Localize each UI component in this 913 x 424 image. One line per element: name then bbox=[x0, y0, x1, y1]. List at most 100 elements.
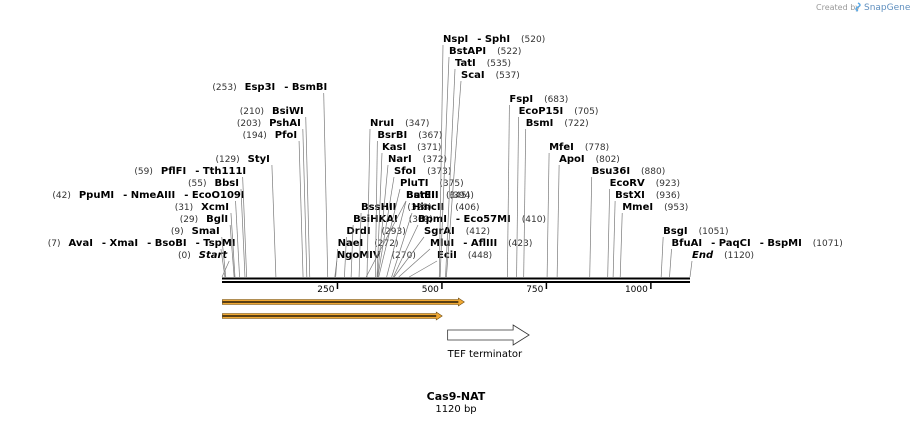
enzyme-name: NruI bbox=[370, 118, 394, 129]
enzyme-name: DrdI bbox=[346, 226, 370, 237]
enzyme-name: Start bbox=[199, 250, 229, 261]
site-pluti[interactable]: PluTI (375) bbox=[378, 178, 464, 278]
tick-label: 750 bbox=[526, 285, 543, 295]
site-connector bbox=[271, 164, 277, 278]
site-avai[interactable]: (7) AvaI - XmaI - BsoBI - TspMI bbox=[48, 238, 236, 278]
enzyme-name: - Tth111I bbox=[195, 166, 246, 177]
enzyme-name: FspI bbox=[509, 94, 533, 105]
tef-terminator-label: TEF terminator bbox=[447, 349, 523, 360]
site-connector bbox=[669, 248, 672, 278]
site-sgrai[interactable]: SgrAI (412) bbox=[393, 226, 490, 278]
site-bfuai[interactable]: BfuAI - PaqCI - BspMI (1071) bbox=[669, 238, 843, 278]
site-bstxi[interactable]: BstXI (936) bbox=[612, 190, 680, 278]
site-banii[interactable]: BanII (345) bbox=[365, 190, 470, 278]
enzyme-name: - EcoO109I bbox=[184, 190, 244, 201]
site-position: (347) bbox=[405, 119, 429, 129]
site-smai[interactable]: (9) SmaI bbox=[171, 226, 227, 278]
site-end[interactable]: End (1120) bbox=[689, 250, 754, 278]
enzyme-name: MmeI bbox=[622, 202, 653, 213]
enzyme-name: SmaI bbox=[192, 226, 220, 237]
site-bsu36i[interactable]: Bsu36I (880) bbox=[589, 166, 666, 278]
site-hincii[interactable]: HincII (406) bbox=[391, 202, 480, 278]
site-nrui[interactable]: NruI (347) bbox=[366, 118, 429, 278]
enzyme-name: PshAI bbox=[269, 118, 301, 129]
enzyme-name: - AflIII bbox=[463, 238, 497, 249]
site-position: (923) bbox=[656, 179, 680, 189]
site-mlui[interactable]: MluI - AflIII (423) bbox=[398, 238, 533, 278]
site-nspi[interactable]: NspI - SphI (520) bbox=[438, 34, 545, 278]
site-connector bbox=[445, 68, 456, 278]
site-bsihkai[interactable]: BsiHKAI (309) bbox=[350, 214, 433, 278]
site-position: (880) bbox=[641, 167, 665, 177]
site-bsrbi[interactable]: BsrBI (367) bbox=[375, 130, 442, 278]
site-ecop15i[interactable]: EcoP15I (705) bbox=[516, 106, 599, 278]
site-start[interactable]: (0) Start bbox=[178, 250, 230, 278]
site-position: (328) bbox=[407, 203, 431, 213]
site-position: (1051) bbox=[699, 227, 729, 237]
site-sfoi[interactable]: SfoI (373) bbox=[377, 166, 451, 278]
site-ecii[interactable]: EciI (448) bbox=[409, 250, 492, 278]
enzyme-name: EciI bbox=[437, 250, 457, 261]
enzyme-name: AvaI bbox=[69, 238, 93, 249]
site-position: (683) bbox=[544, 95, 568, 105]
enzyme-name: PfoI bbox=[275, 130, 297, 141]
site-bsmi[interactable]: BsmI (722) bbox=[523, 118, 589, 278]
map-title: Cas9-NAT bbox=[427, 390, 486, 403]
enzyme-name: BanII bbox=[406, 190, 435, 201]
site-connector bbox=[398, 248, 431, 278]
site-nari[interactable]: NarI (372) bbox=[377, 154, 447, 278]
site-bsiwi[interactable]: (210) BsiWI bbox=[240, 106, 311, 278]
site-connector bbox=[393, 236, 425, 278]
enzyme-name: BglI bbox=[206, 214, 228, 225]
site-connector bbox=[589, 176, 593, 278]
site-bbsi[interactable]: (55) BbsI bbox=[188, 178, 246, 278]
enzyme-name: BsgI bbox=[663, 226, 687, 237]
enzyme-name: Esp3I bbox=[245, 82, 276, 93]
site-bstapi[interactable]: BstAPI (522) bbox=[439, 46, 521, 278]
snapgene-brand: SnapGene bbox=[864, 3, 911, 13]
site-fspi[interactable]: FspI (683) bbox=[507, 94, 568, 278]
tef-terminator-arrow bbox=[447, 324, 530, 346]
enzyme-name: SgrAI bbox=[424, 226, 455, 237]
enzyme-name: - PaqCI bbox=[711, 238, 751, 249]
site-xcmi[interactable]: (31) XcmI bbox=[175, 202, 236, 278]
site-pfoi[interactable]: (194) PfoI bbox=[243, 130, 304, 278]
site-scai[interactable]: ScaI (537) bbox=[446, 70, 520, 278]
site-mmei[interactable]: MmeI (953) bbox=[619, 202, 688, 278]
site-bsteii[interactable]: BstEII (394) bbox=[386, 190, 474, 278]
site-bgli[interactable]: (29) BglI bbox=[180, 214, 235, 278]
site-position: (412) bbox=[466, 227, 490, 237]
site-ppumi[interactable]: (42) PpuMI - NmeAIII - EcoO109I bbox=[52, 190, 245, 278]
site-connector bbox=[546, 152, 550, 278]
enzyme-name: MfeI bbox=[549, 142, 574, 153]
site-mfei[interactable]: MfeI (778) bbox=[546, 142, 609, 278]
site-ecorv[interactable]: EcoRV (923) bbox=[607, 178, 680, 278]
site-bsgi[interactable]: BsgI (1051) bbox=[660, 226, 729, 278]
enzyme-name: HincII bbox=[412, 202, 444, 213]
site-position: (210) bbox=[240, 107, 264, 117]
site-pshai[interactable]: (203) PshAI bbox=[237, 118, 308, 278]
site-position: (372) bbox=[423, 155, 447, 165]
site-connector bbox=[358, 212, 362, 278]
site-position: (373) bbox=[427, 167, 451, 177]
site-connector bbox=[523, 128, 527, 278]
enzyme-name: BstXI bbox=[615, 190, 645, 201]
site-drdi[interactable]: DrdI (293) bbox=[344, 226, 406, 278]
enzyme-name: BsrBI bbox=[377, 130, 407, 141]
site-position: (375) bbox=[439, 179, 463, 189]
site-kasi[interactable]: KasI (371) bbox=[376, 142, 441, 278]
site-bpmi[interactable]: BpmI - Eco57MI (410) bbox=[393, 214, 546, 278]
site-connector bbox=[235, 200, 240, 278]
site-pflfi[interactable]: (59) PflFI - Tth111I bbox=[134, 166, 248, 278]
site-tati[interactable]: TatI (535) bbox=[445, 58, 511, 278]
site-esp3i[interactable]: (253) Esp3I - BsmBI bbox=[212, 82, 329, 278]
site-bsshii[interactable]: BssHII (328) bbox=[358, 202, 432, 278]
enzyme-name: - BsoBI bbox=[147, 238, 186, 249]
site-styi[interactable]: (129) StyI bbox=[215, 154, 277, 278]
site-position: (129) bbox=[215, 155, 239, 165]
site-apoi[interactable]: ApoI (802) bbox=[556, 154, 620, 278]
site-position: (1120) bbox=[724, 251, 754, 261]
site-connector bbox=[366, 128, 371, 278]
enzyme-name: Bsu36I bbox=[592, 166, 630, 177]
